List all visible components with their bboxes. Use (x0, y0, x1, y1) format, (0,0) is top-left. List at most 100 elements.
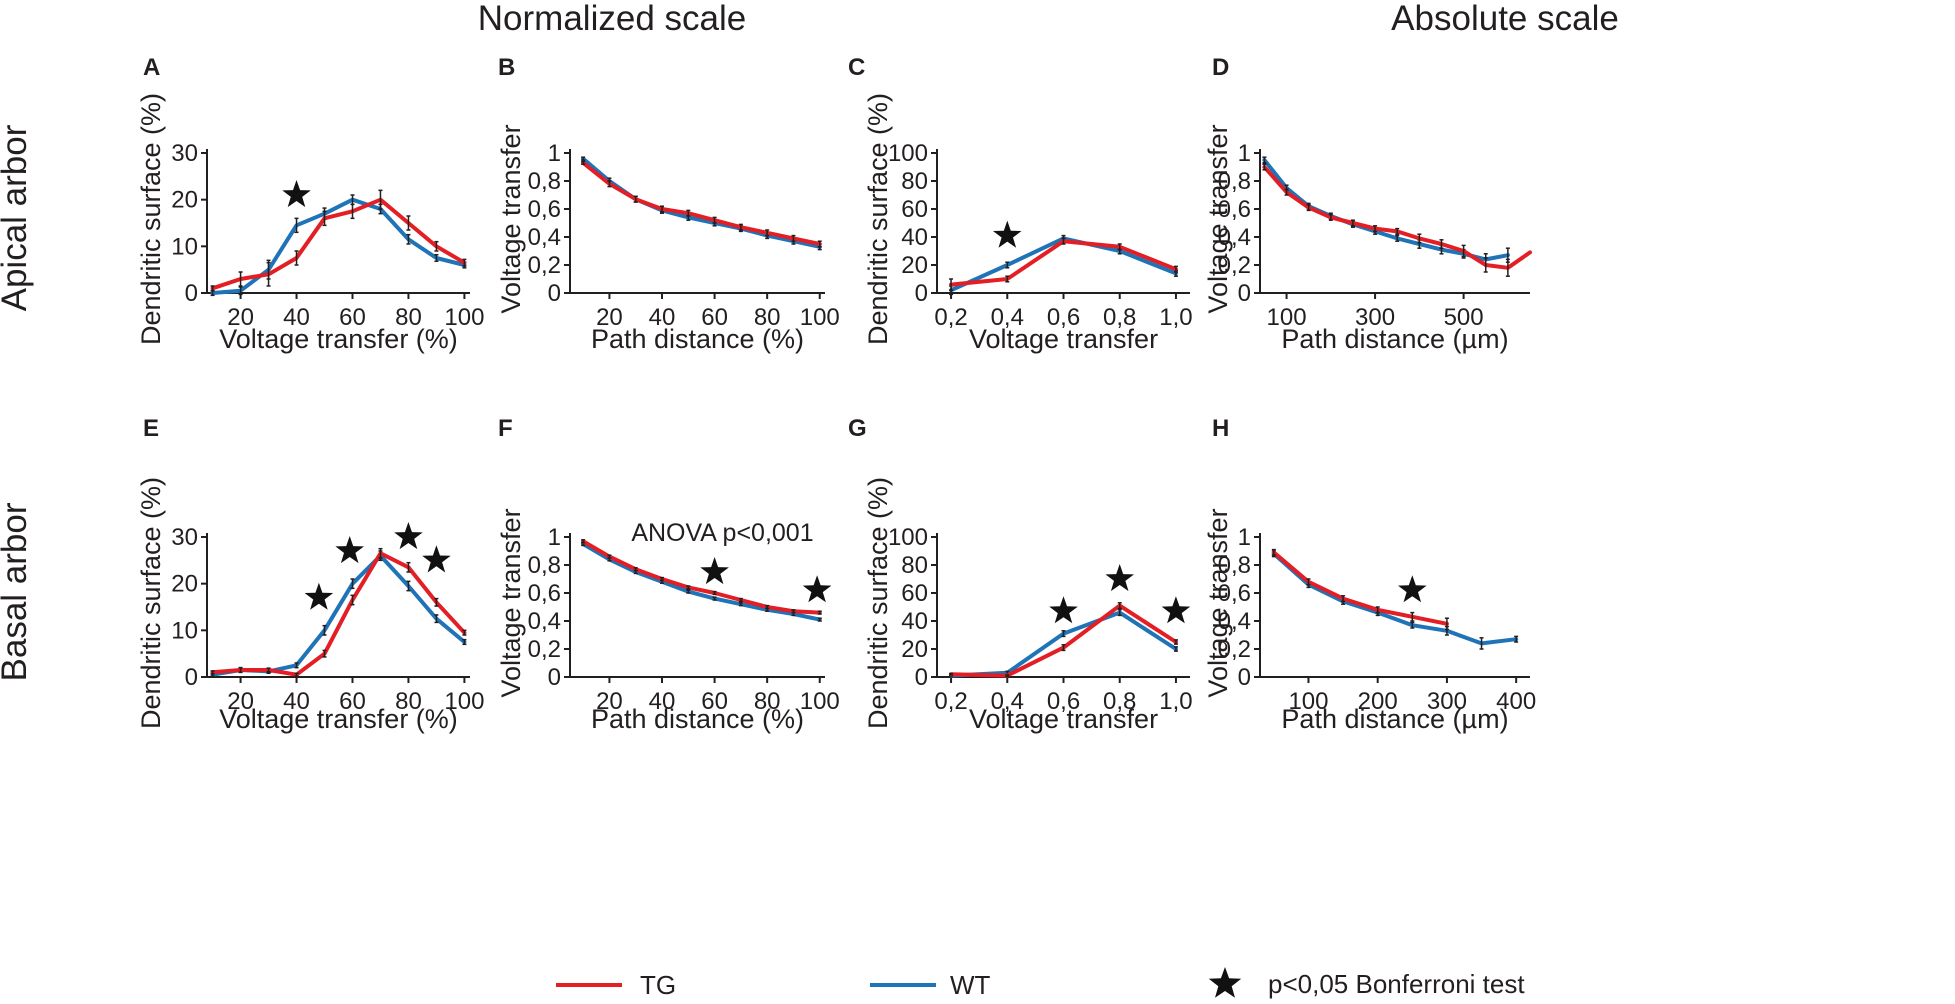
y-tick-label: 20 (901, 636, 928, 663)
legend: TG WT p<0,05 Bonferroni test (556, 967, 1525, 1000)
y-axis-title: Voltage transfer (1203, 508, 1233, 697)
panel-letter: H (1212, 415, 1229, 442)
significance-star-icon (335, 536, 364, 564)
series-line-tg (210, 197, 467, 291)
x-axis-title: Voltage transfer (%) (219, 324, 458, 354)
x-tick-label: 100 (1288, 688, 1328, 715)
series-line-wt (581, 542, 822, 622)
x-tick-label: 0,2 (934, 304, 967, 331)
y-tick-label: 0,6 (528, 580, 561, 607)
series-line-tg (210, 551, 467, 677)
x-tick-label: 0,2 (934, 688, 967, 715)
series-line-wt (210, 197, 467, 295)
y-tick-label: 80 (901, 168, 928, 195)
x-tick-label: 400 (1496, 688, 1536, 715)
legend-label-tg: TG (640, 970, 676, 1000)
y-tick-label: 30 (171, 140, 198, 167)
significance-star-icon (1105, 564, 1134, 592)
y-tick-label: 100 (888, 140, 928, 167)
y-tick-label: 10 (171, 617, 198, 644)
y-axis-title: Voltage transfer (496, 124, 526, 313)
x-tick-label: 200 (1358, 688, 1398, 715)
row-header-basal: Basal arbor (0, 502, 34, 681)
x-tick-label: 80 (754, 688, 781, 715)
significance-star-icon (700, 557, 729, 585)
y-tick-label: 0 (1238, 280, 1251, 307)
x-tick-label: 100 (800, 688, 840, 715)
series-line-wt (1271, 551, 1519, 646)
y-tick-label: 80 (901, 552, 928, 579)
legend-label-wt: WT (950, 970, 991, 1000)
panel-letter: A (143, 54, 160, 81)
y-tick-label: 60 (901, 580, 928, 607)
x-tick-label: 80 (395, 688, 422, 715)
x-tick-label: 20 (227, 304, 254, 331)
series-line-wt (210, 553, 467, 677)
y-tick-label: 0,4 (1218, 608, 1251, 635)
series-line-tg (1271, 550, 1449, 626)
y-tick-label: 40 (901, 608, 928, 635)
x-tick-label: 60 (701, 304, 728, 331)
x-tick-label: 300 (1427, 688, 1467, 715)
x-axis-title: Path distance (%) (591, 324, 804, 354)
x-tick-label: 100 (444, 304, 484, 331)
y-tick-label: 0,8 (1218, 552, 1251, 579)
y-tick-label: 0,4 (1218, 224, 1251, 251)
series-line-tg (949, 239, 1178, 287)
x-tick-label: 0,8 (1103, 304, 1136, 331)
y-tick-label: 30 (171, 524, 198, 551)
significance-star-icon (422, 545, 451, 573)
significance-star-icon (304, 582, 334, 610)
y-tick-label: 0,6 (528, 196, 561, 223)
significance-star-icon (282, 180, 311, 208)
panel-letter: D (1212, 54, 1229, 81)
x-tick-label: 40 (283, 688, 310, 715)
x-tick-label: 60 (701, 688, 728, 715)
x-tick-label: 0,4 (991, 304, 1024, 331)
y-tick-label: 1 (548, 140, 561, 167)
x-tick-label: 1,0 (1159, 304, 1192, 331)
y-tick-label: 0,8 (528, 168, 561, 195)
x-tick-label: 40 (283, 304, 310, 331)
x-tick-label: 100 (1267, 304, 1307, 331)
y-tick-label: 1 (1238, 140, 1251, 167)
x-tick-label: 300 (1355, 304, 1395, 331)
y-tick-label: 0,8 (1218, 168, 1251, 195)
y-tick-label: 0 (185, 664, 198, 691)
x-tick-label: 40 (649, 304, 676, 331)
y-tick-label: 0,4 (528, 224, 561, 251)
significance-star-icon (802, 575, 832, 603)
y-tick-label: 0 (1238, 664, 1251, 691)
y-tick-label: 0 (915, 280, 928, 307)
x-tick-label: 60 (339, 304, 366, 331)
panel-letter: E (143, 415, 159, 442)
x-axis-title: Voltage transfer (969, 324, 1158, 354)
x-tick-label: 0,6 (1047, 304, 1080, 331)
x-tick-label: 0,6 (1047, 688, 1080, 715)
y-tick-label: 0,8 (528, 552, 561, 579)
x-axis-title: Path distance (%) (591, 704, 804, 734)
y-tick-label: 100 (888, 524, 928, 551)
significance-star-icon (1398, 575, 1427, 603)
significance-star-icon (394, 522, 423, 550)
y-tick-label: 40 (901, 224, 928, 251)
x-tick-label: 100 (444, 688, 484, 715)
y-axis-title: Voltage transfer (1203, 124, 1233, 313)
y-tick-label: 20 (171, 187, 198, 214)
significance-star-icon (1049, 596, 1078, 624)
y-tick-label: 0,4 (528, 608, 561, 635)
x-tick-label: 500 (1444, 304, 1484, 331)
x-tick-label: 1,0 (1159, 688, 1192, 715)
y-tick-label: 20 (901, 252, 928, 279)
x-axis-title: Path distance (µm) (1281, 324, 1508, 354)
legend-star-label: p<0,05 Bonferroni test (1268, 969, 1525, 999)
y-tick-label: 0 (915, 664, 928, 691)
